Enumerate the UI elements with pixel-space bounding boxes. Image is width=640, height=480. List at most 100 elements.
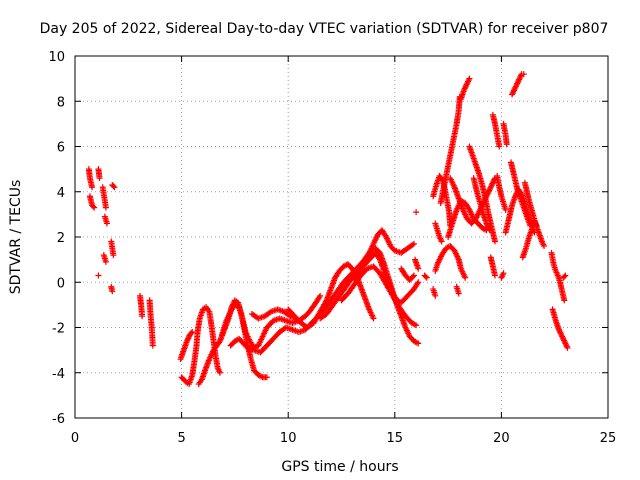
data-point xyxy=(488,181,495,188)
data-point xyxy=(462,274,469,281)
data-point xyxy=(492,238,499,245)
data-point xyxy=(556,328,563,335)
data-point xyxy=(561,338,568,345)
y-tick-label: 10 xyxy=(48,50,65,65)
data-point xyxy=(139,313,146,320)
data-point xyxy=(216,369,223,376)
data-point xyxy=(486,227,493,234)
data-point xyxy=(492,272,499,279)
data-point xyxy=(409,241,416,248)
data-point xyxy=(96,175,103,182)
plot-frame xyxy=(74,55,609,419)
data-point xyxy=(90,203,97,210)
data-point xyxy=(225,313,232,320)
data-point xyxy=(227,309,234,316)
data-point xyxy=(102,258,109,265)
y-tick-label: 8 xyxy=(57,95,65,110)
data-point xyxy=(509,90,516,97)
data-point xyxy=(102,204,109,211)
data-point xyxy=(510,87,517,94)
data-point xyxy=(520,71,527,78)
data-point xyxy=(184,336,191,343)
data-point xyxy=(415,265,422,272)
data-point xyxy=(462,84,469,91)
data-point xyxy=(316,294,323,301)
data-point xyxy=(486,225,493,232)
x-tick-label: 25 xyxy=(600,431,617,446)
data-point xyxy=(557,330,564,337)
data-points xyxy=(85,71,571,388)
x-tick-label: 10 xyxy=(280,431,297,446)
data-point xyxy=(413,209,420,216)
data-point xyxy=(485,224,492,231)
y-tick-label: -2 xyxy=(52,322,65,337)
x-tick-label: 20 xyxy=(493,431,510,446)
chart-title: Day 205 of 2022, Sidereal Day-to-day VTE… xyxy=(40,21,609,37)
data-point xyxy=(513,81,520,88)
data-point xyxy=(483,220,490,227)
data-point xyxy=(370,315,377,322)
x-tick-label: 5 xyxy=(177,431,185,446)
data-point xyxy=(461,86,468,93)
data-point xyxy=(517,73,524,80)
data-point xyxy=(515,77,522,84)
data-point xyxy=(461,85,468,92)
data-point xyxy=(559,333,566,340)
data-point xyxy=(317,292,324,299)
data-point xyxy=(185,335,192,342)
data-point xyxy=(95,272,102,279)
data-point xyxy=(484,223,491,230)
y-tick-label: 4 xyxy=(57,186,65,201)
y-tick-label: -4 xyxy=(52,367,65,382)
data-point xyxy=(185,334,192,341)
data-point xyxy=(415,279,422,286)
data-point xyxy=(561,273,568,280)
data-point xyxy=(111,184,118,191)
data-point xyxy=(485,188,492,195)
data-point xyxy=(541,243,548,250)
data-point xyxy=(561,337,568,344)
data-point xyxy=(438,238,445,245)
data-point xyxy=(511,86,518,93)
data-point xyxy=(414,280,421,287)
data-point xyxy=(149,342,156,349)
y-tick-label: 6 xyxy=(57,141,65,156)
data-point xyxy=(103,220,110,227)
data-point xyxy=(564,344,571,351)
x-axis-label: GPS time / hours xyxy=(281,459,398,475)
data-point xyxy=(183,338,190,345)
data-point xyxy=(486,186,493,193)
data-point xyxy=(512,83,519,90)
data-point xyxy=(488,183,495,190)
data-point xyxy=(463,82,470,89)
data-point xyxy=(510,88,517,95)
data-point xyxy=(410,272,417,279)
data-point xyxy=(415,340,422,347)
data-point xyxy=(561,297,568,304)
data-point xyxy=(432,292,439,299)
x-tick-label: 15 xyxy=(387,431,404,446)
data-point xyxy=(409,273,416,280)
y-axis-label: SDTVAR / TECUs xyxy=(8,180,24,295)
y-tick-label: 0 xyxy=(57,276,65,291)
data-point xyxy=(463,81,470,88)
data-point xyxy=(109,288,116,295)
tick-labels: 0 5 10 15 20 25 -6 -4 -2 0 2 4 6 8 10 xyxy=(48,50,616,446)
y-tick-label: -6 xyxy=(52,412,65,427)
data-point xyxy=(410,240,417,247)
data-point xyxy=(558,332,565,339)
data-point xyxy=(189,329,196,336)
data-point xyxy=(226,310,233,317)
data-point xyxy=(496,143,503,150)
data-point xyxy=(466,75,473,82)
data-point xyxy=(518,72,525,79)
data-point xyxy=(188,330,195,337)
data-point xyxy=(516,75,523,82)
data-point xyxy=(263,374,270,381)
y-tick-label: 2 xyxy=(57,231,65,246)
data-point xyxy=(226,311,233,318)
data-point xyxy=(89,184,96,191)
data-point xyxy=(502,206,509,213)
data-point xyxy=(512,84,519,91)
